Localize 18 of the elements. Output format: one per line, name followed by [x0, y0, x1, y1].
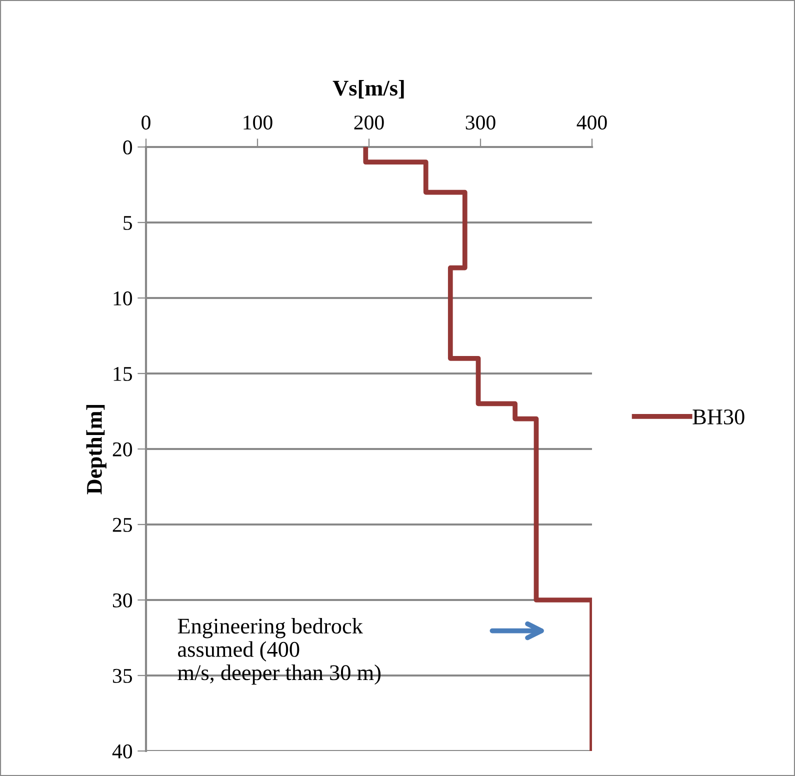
y-tick-label: 30 — [112, 593, 132, 608]
x-tick-label: 300 — [466, 116, 496, 130]
x-axis-title: Vs[m/s] — [332, 80, 404, 98]
y-tick-label: 15 — [114, 366, 132, 381]
y-tick-label: 40 — [112, 744, 132, 758]
legend-label: BH30 — [692, 409, 744, 424]
x-tick-label: 200 — [354, 116, 384, 130]
x-tick-label: 0 — [142, 116, 150, 130]
y-tick-label: 35 — [112, 668, 132, 683]
y-tick-label: 0 — [123, 140, 132, 154]
y-tick-label: 20 — [112, 442, 132, 456]
y-tick-label: 10 — [114, 291, 132, 306]
y-axis-title: Depth[m] — [86, 404, 106, 494]
x-tick-label: 400 — [576, 116, 607, 130]
y-tick-label: 5 — [124, 216, 132, 230]
x-tick-label: 100 — [244, 116, 272, 130]
y-tick-label: 25 — [112, 518, 132, 532]
annotation: Engineering bedrock assumed (400 m/s, deeper than 30 m) — [178, 618, 381, 685]
